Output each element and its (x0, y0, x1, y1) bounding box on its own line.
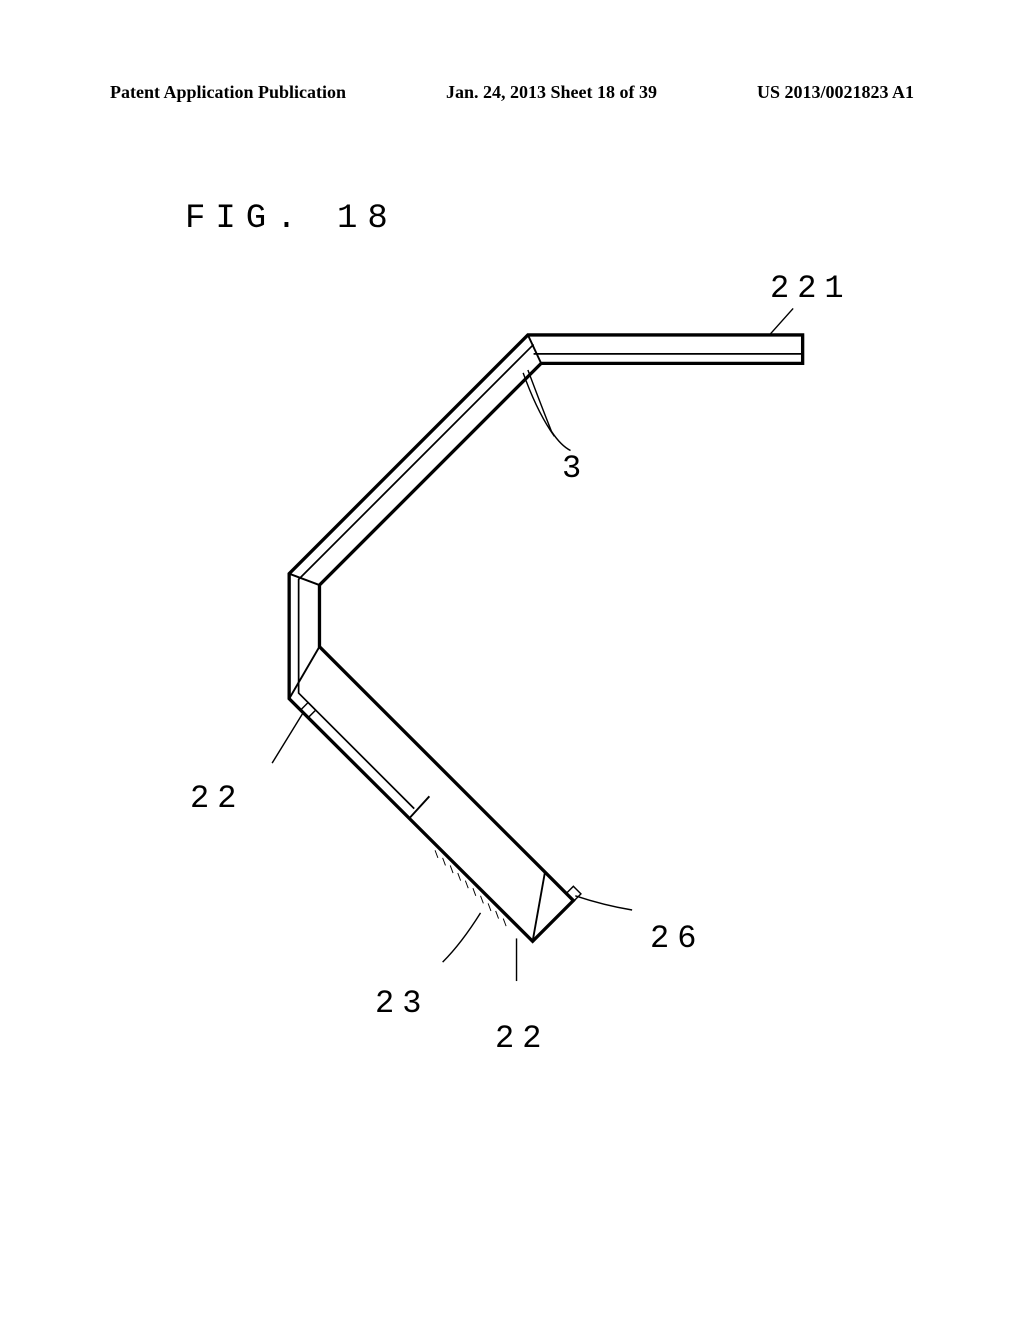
leader-23 (443, 913, 481, 962)
joint-2 (289, 574, 319, 585)
date-sheet: Jan. 24, 2013 Sheet 18 of 39 (446, 82, 657, 103)
label-23: 23 (375, 985, 429, 1022)
label-26: 26 (650, 920, 704, 957)
leader-26 (575, 896, 632, 910)
page-header: Patent Application Publication Jan. 24, … (110, 82, 914, 103)
tube-inner-line-bend (299, 344, 534, 808)
leader-221 (769, 308, 793, 335)
texture-dots-23 (435, 850, 506, 926)
label-221: 221 (770, 270, 852, 307)
figure-drawing: 221 3 22 26 23 22 (130, 280, 850, 1000)
label-22-left: 22 (190, 780, 244, 817)
leader-3-curve (528, 370, 571, 451)
label-3: 3 (562, 450, 589, 487)
joint-3 (289, 647, 319, 699)
figure-label: FIG. 18 (185, 200, 398, 238)
publication-type: Patent Application Publication (110, 82, 346, 103)
tube-outer-outline (289, 335, 802, 941)
publication-number: US 2013/0021823 A1 (757, 82, 914, 103)
leader-22-left (272, 714, 302, 763)
label-22-bottom: 22 (495, 1020, 549, 1057)
patent-figure-svg (130, 280, 850, 1000)
